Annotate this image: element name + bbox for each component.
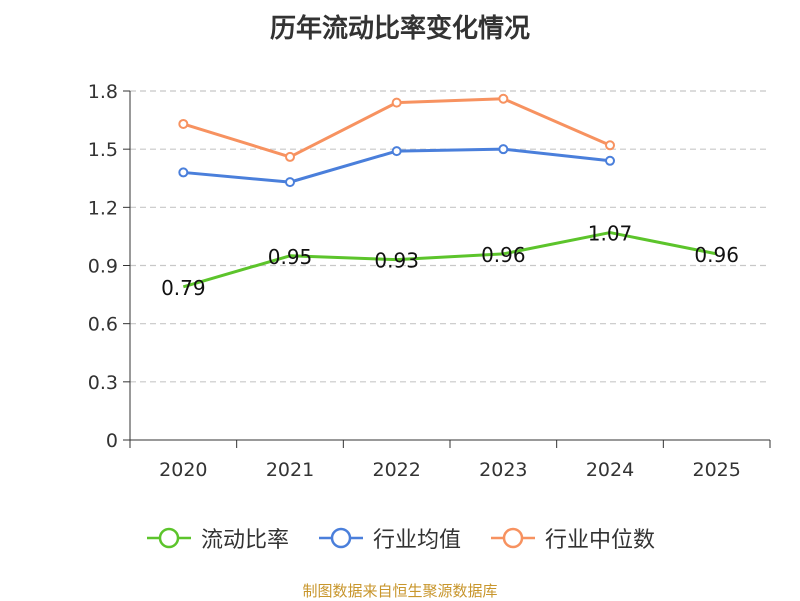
legend-item[interactable]: 行业均值 <box>317 522 461 554</box>
y-tick-label: 0.6 <box>88 314 118 336</box>
y-tick-label: 0.9 <box>88 256 118 278</box>
legend-item[interactable]: 行业中位数 <box>489 522 655 554</box>
data-point <box>391 97 402 108</box>
legend-line-icon <box>491 527 535 549</box>
data-label: 0.93 <box>374 249 419 273</box>
legend-label: 行业均值 <box>372 528 461 553</box>
legend-label: 流动比率 <box>200 528 289 553</box>
x-tick-label: 2023 <box>479 459 527 481</box>
x-tick-label: 2025 <box>692 459 740 481</box>
x-tick-label: 2020 <box>159 459 207 481</box>
y-tick-label: 0 <box>106 430 118 452</box>
legend: 流动比率 行业均值 行业中位数 <box>0 522 800 554</box>
source-note: 制图数据来自恒生聚源数据库 <box>302 582 498 600</box>
legend-item[interactable]: 流动比率 <box>145 522 289 554</box>
series-line <box>182 231 717 289</box>
y-tick-label: 0.3 <box>88 372 118 394</box>
data-point <box>178 167 189 178</box>
data-point <box>605 155 615 166</box>
y-tick-label: 1.8 <box>88 81 118 103</box>
data-point <box>285 177 295 188</box>
legend-label: 行业中位数 <box>545 528 656 553</box>
data-label: 0.95 <box>268 245 313 269</box>
data-label: 0.96 <box>694 243 739 267</box>
data-point <box>285 151 295 162</box>
data-point <box>498 144 509 155</box>
x-tick-label: 2021 <box>266 459 314 481</box>
legend-line-icon <box>146 527 191 549</box>
y-tick-label: 1.5 <box>88 139 118 161</box>
data-point <box>605 140 615 151</box>
data-point <box>178 118 189 129</box>
chart-title: 历年流动比率变化情况 <box>269 14 530 44</box>
legend-line-icon <box>318 527 363 549</box>
data-label: 0.79 <box>161 276 206 300</box>
data-label: 0.96 <box>481 243 526 267</box>
data-point <box>391 146 402 157</box>
y-tick-label: 1.2 <box>88 197 118 219</box>
x-tick-label: 2024 <box>586 459 634 481</box>
data-label: 1.07 <box>588 222 633 246</box>
data-point <box>498 93 509 104</box>
x-tick-label: 2022 <box>372 459 420 481</box>
